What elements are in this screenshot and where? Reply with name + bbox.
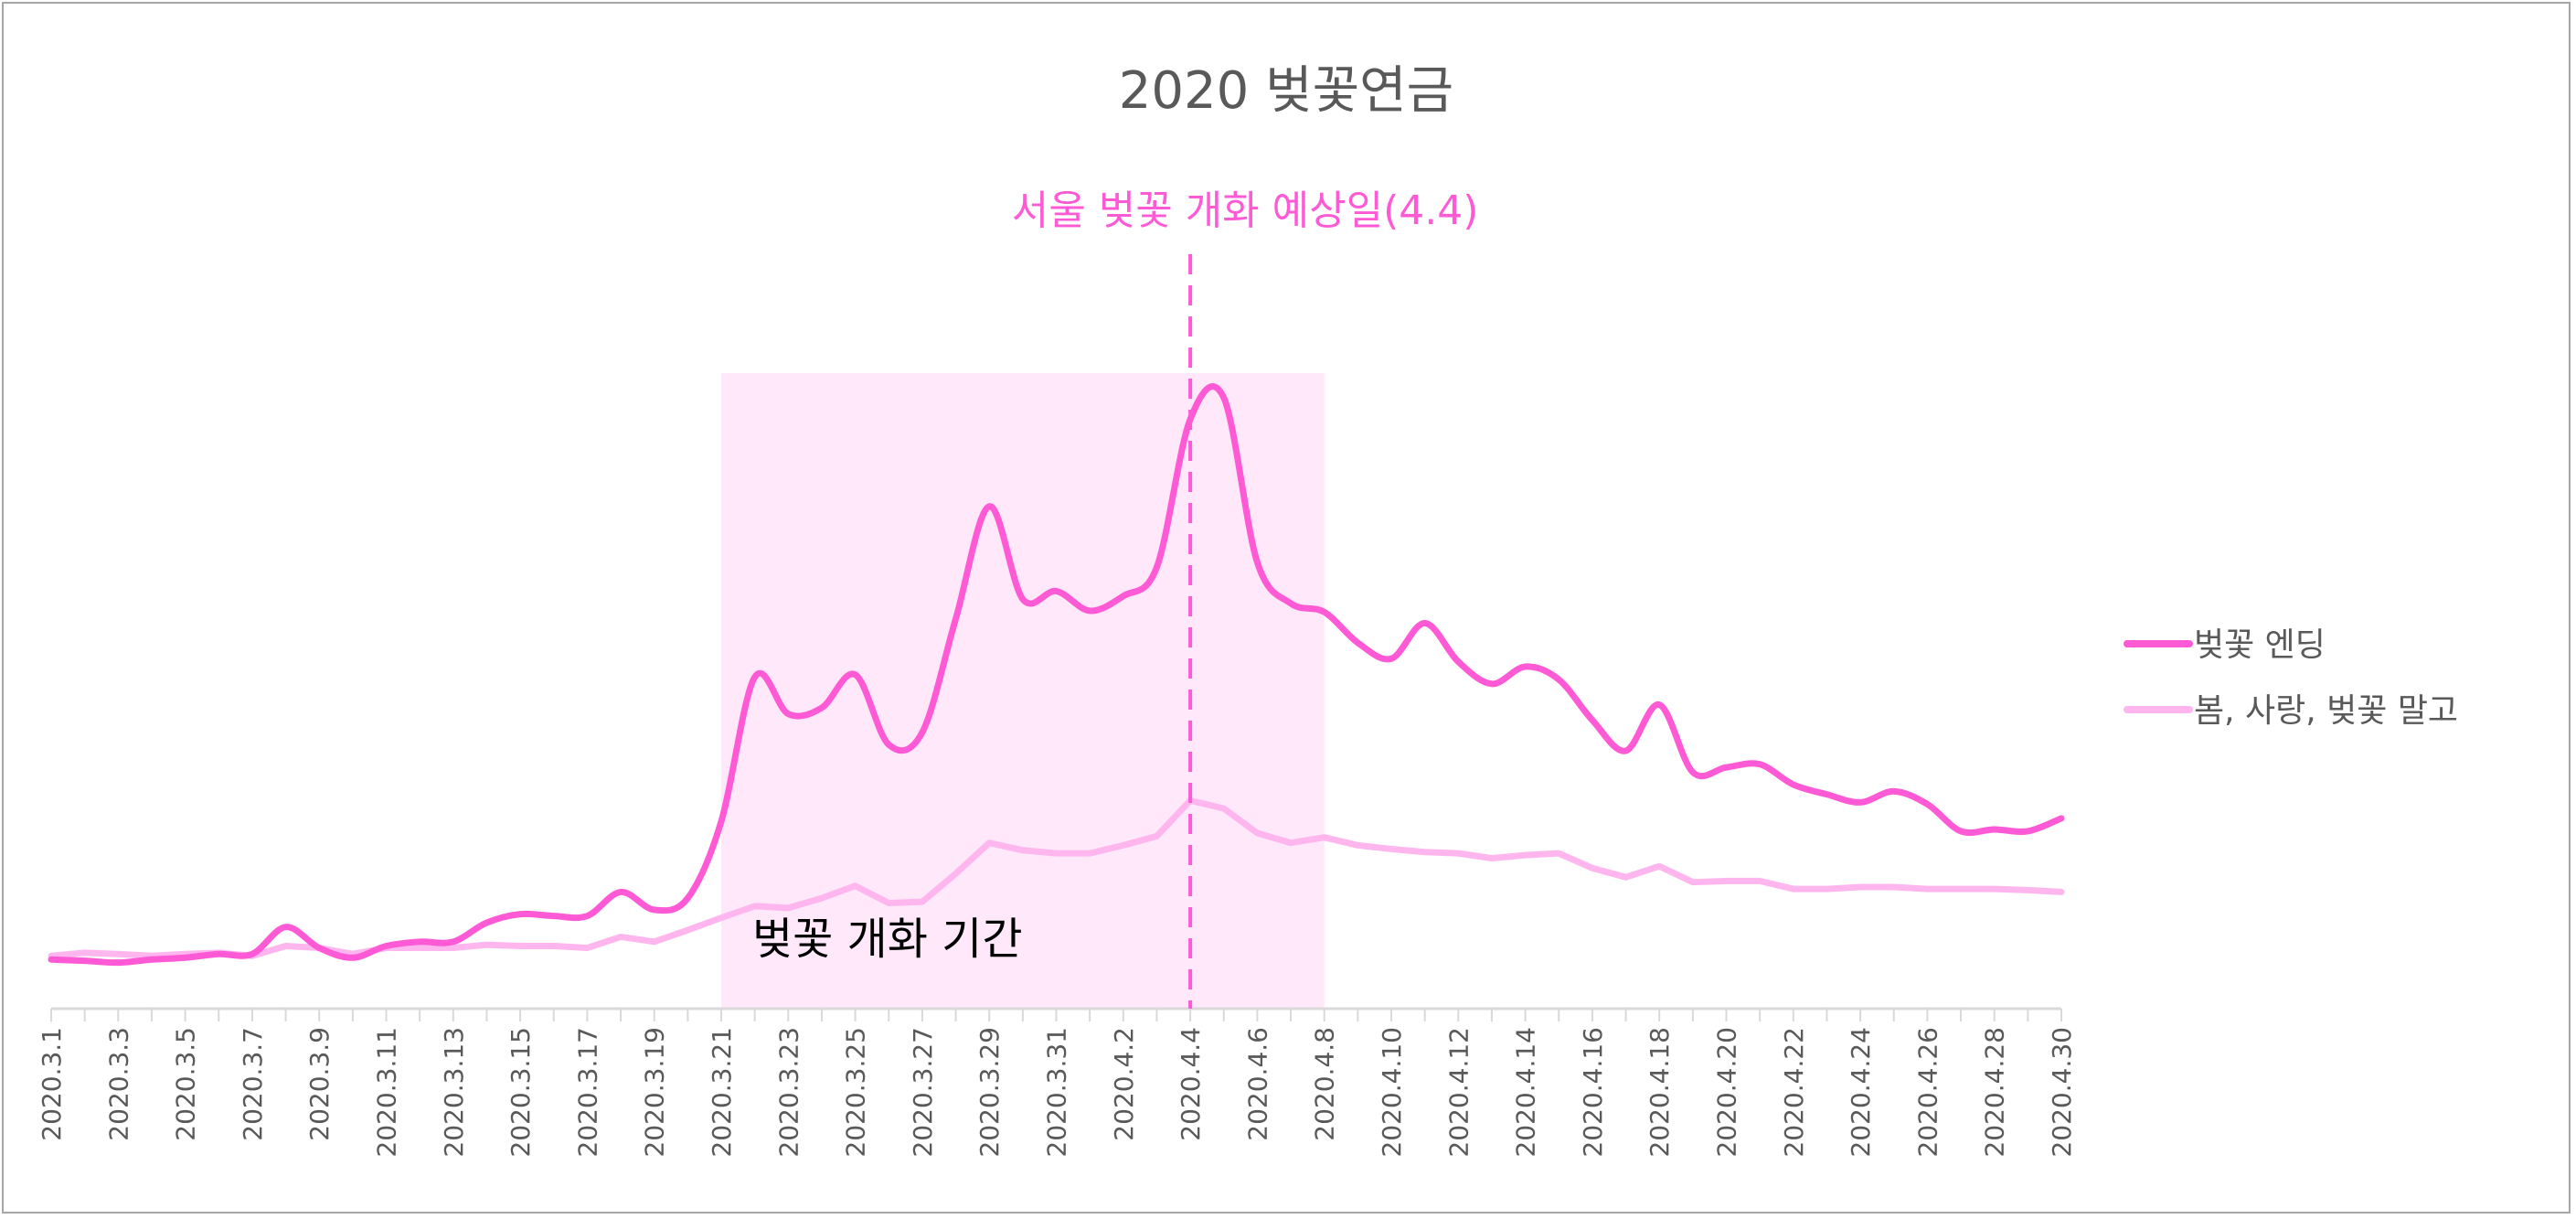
x-tick-label: 2020.3.25 <box>841 1027 871 1158</box>
x-tick-label: 2020.3.7 <box>238 1027 268 1141</box>
x-tick-label: 2020.4.4 <box>1176 1027 1206 1141</box>
x-tick-label: 2020.4.20 <box>1712 1027 1742 1158</box>
x-tick-label: 2020.3.19 <box>640 1027 670 1158</box>
x-tick-label: 2020.4.16 <box>1578 1027 1608 1158</box>
bloom-period-shade <box>721 373 1325 1009</box>
x-tick-label: 2020.4.8 <box>1310 1027 1340 1141</box>
x-tick-label: 2020.3.23 <box>773 1027 804 1158</box>
x-tick-label: 2020.3.17 <box>572 1027 602 1158</box>
bloom-period-label: 벚꽃 개화 기간 <box>752 914 1022 965</box>
x-tick-label: 2020.3.9 <box>304 1027 335 1141</box>
forecast-date-label: 서울 벚꽃 개화 예상일(4.4) <box>1012 187 1479 234</box>
x-tick-label: 2020.3.15 <box>506 1027 536 1158</box>
x-tick-label: 2020.4.10 <box>1377 1027 1407 1158</box>
x-tick-label: 2020.4.24 <box>1846 1027 1876 1158</box>
x-tick-label: 2020.4.28 <box>1980 1027 2010 1158</box>
x-tick-label: 2020.4.30 <box>2047 1027 2077 1158</box>
legend-label-series-1: 벚꽃 엔딩 <box>2194 626 2326 664</box>
series-lines <box>48 383 2065 967</box>
x-tick-label: 2020.3.29 <box>974 1027 1005 1158</box>
x-tick-label: 2020.4.18 <box>1645 1027 1675 1158</box>
legend: 벚꽃 엔딩 봄, 사랑, 벚꽃 말고 <box>2124 626 2458 730</box>
x-tick-label: 2020.3.27 <box>908 1027 938 1158</box>
x-tick-label: 2020.3.3 <box>103 1027 133 1141</box>
x-tick-label: 2020.3.1 <box>37 1027 67 1141</box>
x-tick-label: 2020.3.11 <box>372 1027 402 1158</box>
legend-label-series-2: 봄, 사랑, 벚꽃 말고 <box>2194 692 2458 730</box>
x-axis: 2020.3.1 2020.3.3 2020.3.5 2020.3.7 2020.3.9… <box>37 1007 2077 1158</box>
x-tick-label: 2020.4.6 <box>1242 1027 1272 1141</box>
x-tick-label: 2020.3.5 <box>171 1027 201 1141</box>
x-tick-label: 2020.4.14 <box>1511 1027 1541 1158</box>
x-tick-label: 2020.4.12 <box>1443 1027 1474 1158</box>
x-tick-label: 2020.4.2 <box>1109 1027 1139 1141</box>
x-tick-label: 2020.3.21 <box>707 1027 737 1158</box>
x-tick-label: 2020.3.31 <box>1042 1027 1072 1158</box>
chart-title: 2020 벚꽃연금 <box>1119 61 1453 121</box>
x-tick-label: 2020.4.26 <box>1912 1027 1943 1158</box>
series-line-1 <box>48 383 2065 967</box>
x-tick-label: 2020.4.22 <box>1779 1027 1809 1158</box>
x-tick-label: 2020.3.13 <box>439 1027 469 1158</box>
